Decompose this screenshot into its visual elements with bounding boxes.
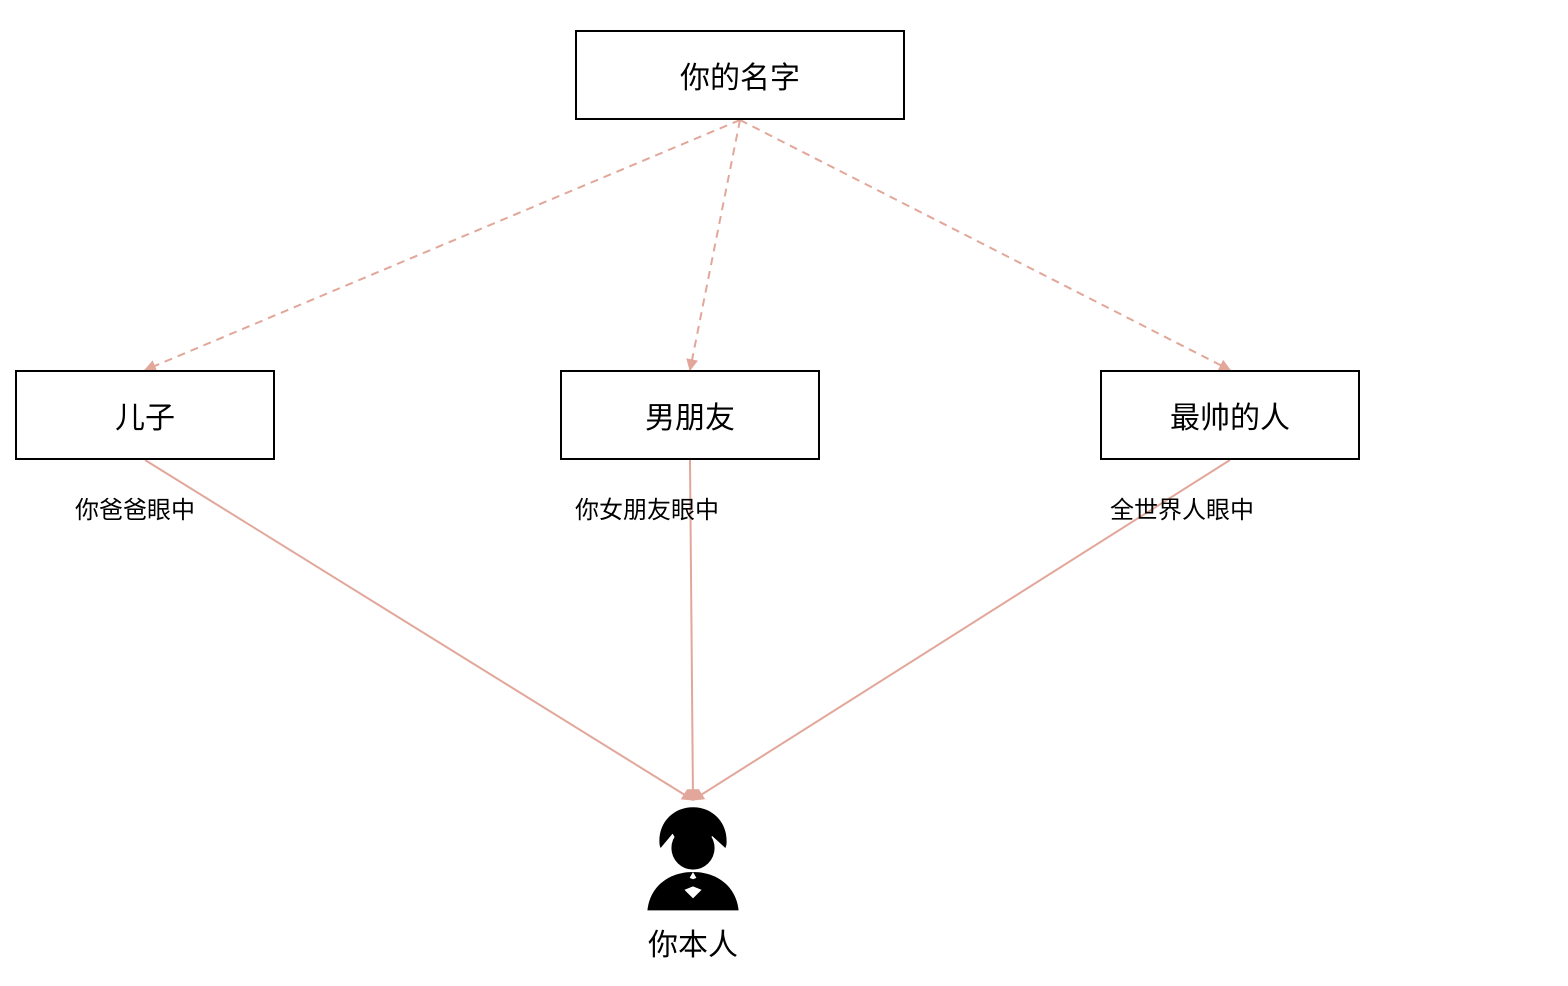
edge-label-father: 你爸爸眼中 [75, 490, 195, 525]
node-root: 你的名字 [575, 30, 905, 120]
node-left: 儿子 [15, 370, 275, 460]
node-middle: 男朋友 [560, 370, 820, 460]
person-caption: 你本人 [593, 920, 793, 964]
node-right: 最帅的人 [1100, 370, 1360, 460]
node-middle-label: 男朋友 [645, 393, 735, 437]
diagram-canvas: 你的名字 儿子 男朋友 最帅的人 你爸爸眼中 你女朋友眼中 全世界人眼中 [0, 0, 1568, 986]
node-root-label: 你的名字 [680, 53, 800, 97]
node-right-label: 最帅的人 [1170, 393, 1290, 437]
person-icon [633, 800, 753, 920]
edge-label-girlfriend: 你女朋友眼中 [575, 490, 719, 525]
edge-label-world: 全世界人眼中 [1110, 490, 1254, 525]
edges-layer [0, 0, 1568, 986]
node-left-label: 儿子 [115, 393, 175, 437]
